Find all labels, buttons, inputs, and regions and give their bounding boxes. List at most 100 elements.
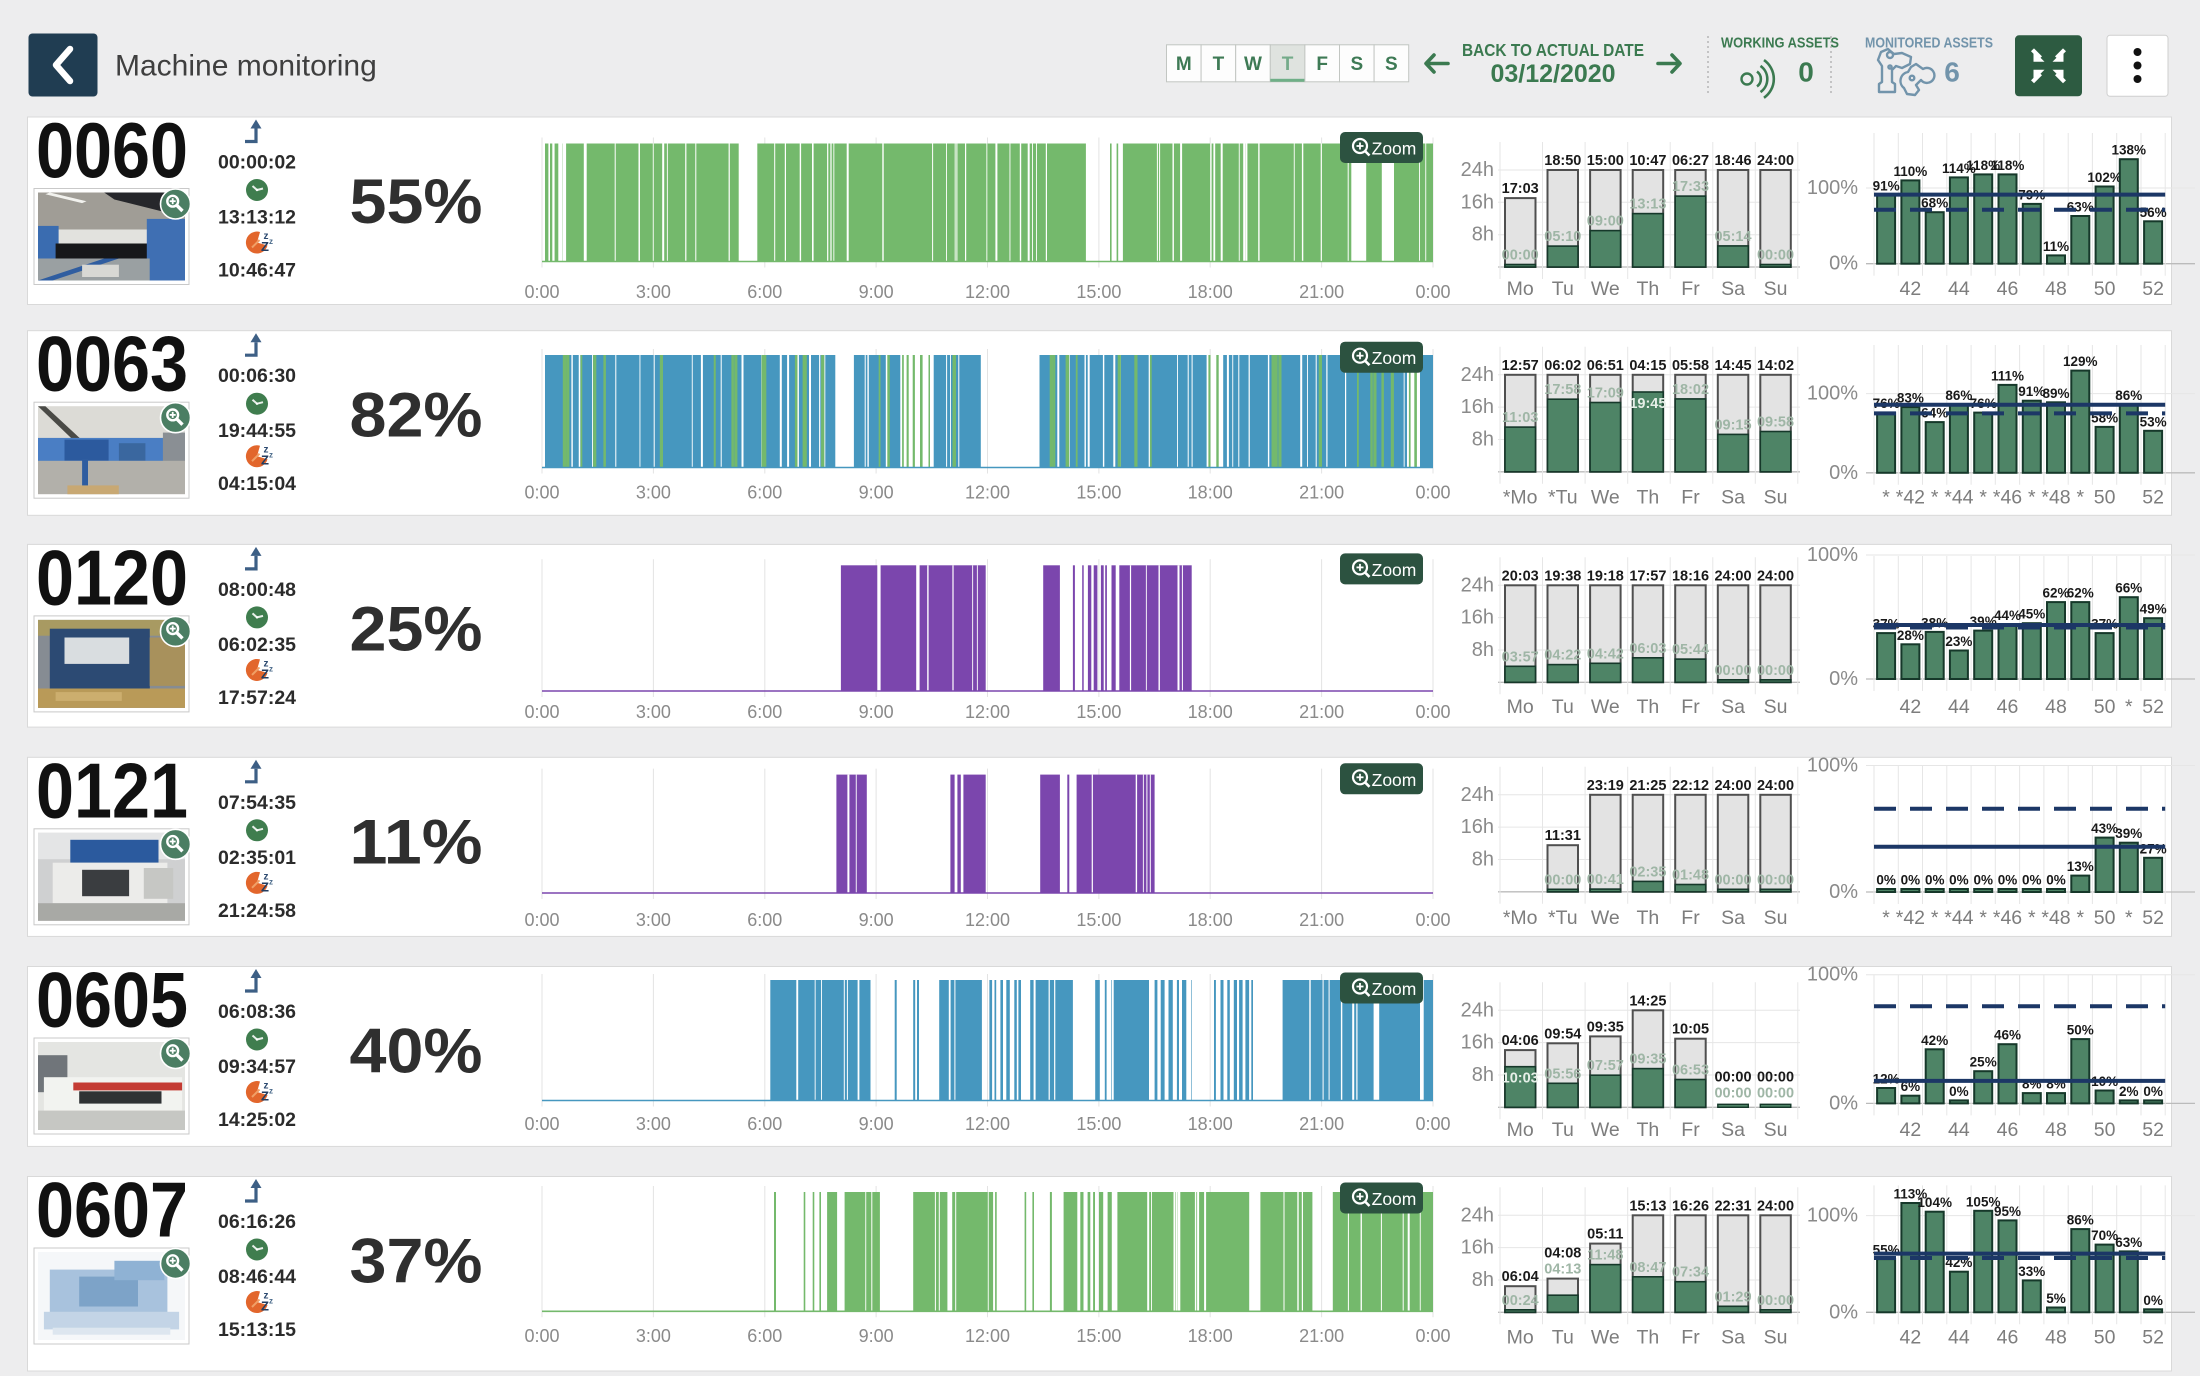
svg-text:17:33: 17:33 — [1672, 179, 1709, 195]
svg-text:15:00: 15:00 — [1076, 282, 1121, 302]
svg-text:42: 42 — [1900, 1119, 1922, 1141]
svg-text:Zoom: Zoom — [1372, 770, 1417, 790]
svg-text:0%: 0% — [1829, 462, 1858, 484]
svg-text:*42: *42 — [1896, 486, 1925, 508]
svg-text:46: 46 — [1997, 278, 2019, 300]
svg-text:S: S — [1385, 54, 1398, 75]
svg-text:Sa: Sa — [1721, 1327, 1745, 1349]
svg-text:04:15:04: 04:15:04 — [218, 473, 296, 495]
svg-text:68%: 68% — [1921, 196, 1948, 211]
svg-text:We: We — [1591, 486, 1620, 508]
svg-text:43%: 43% — [2091, 821, 2118, 836]
svg-text:18:00: 18:00 — [1188, 483, 1233, 503]
svg-text:03/12/2020: 03/12/2020 — [1490, 60, 1615, 88]
svg-text:15:13:15: 15:13:15 — [218, 1319, 296, 1341]
svg-text:*44: *44 — [1944, 907, 1973, 929]
svg-text:24:00: 24:00 — [1757, 1198, 1794, 1214]
svg-text:24:00: 24:00 — [1757, 153, 1794, 169]
svg-text:18:46: 18:46 — [1714, 153, 1751, 169]
svg-text:z: z — [264, 658, 269, 669]
svg-text:129%: 129% — [2063, 354, 2098, 369]
svg-text:44: 44 — [1948, 696, 1970, 718]
svg-text:0%: 0% — [1901, 873, 1921, 888]
svg-text:91%: 91% — [1873, 178, 1900, 193]
svg-text:24h: 24h — [1461, 999, 1494, 1021]
svg-text:13:13: 13:13 — [1629, 197, 1666, 213]
svg-text:Zoom: Zoom — [1372, 139, 1417, 159]
svg-text:12:00: 12:00 — [965, 282, 1010, 302]
svg-text:21:00: 21:00 — [1299, 1326, 1344, 1346]
svg-text:*: * — [2077, 907, 2085, 929]
svg-text:04:13: 04:13 — [1544, 1262, 1581, 1278]
svg-text:z: z — [269, 1297, 273, 1306]
svg-text:0:00: 0:00 — [1415, 483, 1450, 503]
svg-text:Mo: Mo — [1507, 1119, 1534, 1141]
svg-text:8h: 8h — [1472, 849, 1494, 871]
svg-text:0:00: 0:00 — [524, 1326, 559, 1346]
svg-text:05:44: 05:44 — [1672, 642, 1709, 658]
svg-text:05:14: 05:14 — [1714, 229, 1751, 245]
svg-text:0%: 0% — [1949, 1084, 1969, 1099]
svg-text:21:00: 21:00 — [1299, 702, 1344, 722]
svg-text:Zoom: Zoom — [1372, 560, 1417, 580]
svg-text:Fr: Fr — [1681, 1119, 1700, 1141]
svg-text:12:00: 12:00 — [965, 483, 1010, 503]
svg-text:05:10: 05:10 — [1544, 229, 1581, 245]
svg-text:Sa: Sa — [1721, 907, 1745, 929]
svg-text:Fr: Fr — [1681, 486, 1700, 508]
svg-text:44%: 44% — [1994, 608, 2021, 623]
svg-text:48: 48 — [2045, 696, 2067, 718]
svg-text:16h: 16h — [1461, 607, 1494, 629]
svg-text:100%: 100% — [1807, 544, 1858, 566]
svg-text:111%: 111% — [1991, 368, 2024, 383]
svg-text:14:25:02: 14:25:02 — [218, 1109, 296, 1131]
svg-text:11:03: 11:03 — [1502, 410, 1538, 426]
svg-text:21:00: 21:00 — [1299, 910, 1344, 930]
svg-text:52: 52 — [2142, 1119, 2164, 1141]
svg-text:46%: 46% — [1994, 1028, 2021, 1043]
svg-text:19:18: 19:18 — [1587, 568, 1624, 584]
svg-text:0: 0 — [1798, 57, 1814, 88]
svg-text:17:57: 17:57 — [1629, 568, 1666, 584]
svg-text:6: 6 — [1944, 57, 1960, 88]
svg-text:24:00: 24:00 — [1714, 778, 1751, 794]
svg-text:6:00: 6:00 — [747, 282, 782, 302]
svg-text:3:00: 3:00 — [636, 1326, 671, 1346]
svg-text:0%: 0% — [2143, 1293, 2163, 1308]
svg-text:Fr: Fr — [1681, 278, 1700, 300]
svg-text:70%: 70% — [2091, 1228, 2118, 1243]
svg-text:21:24:58: 21:24:58 — [218, 900, 296, 922]
svg-text:*: * — [1979, 907, 1987, 929]
svg-text:100%: 100% — [1807, 964, 1858, 986]
svg-text:50: 50 — [2094, 486, 2116, 508]
svg-text:44: 44 — [1948, 278, 1970, 300]
svg-text:100%: 100% — [1807, 177, 1858, 199]
svg-text:0:00: 0:00 — [1415, 702, 1450, 722]
svg-text:13%: 13% — [2067, 859, 2094, 874]
svg-text:06:03: 06:03 — [1629, 641, 1666, 657]
svg-text:0607: 0607 — [36, 1166, 188, 1254]
svg-text:*: * — [1979, 486, 1987, 508]
svg-text:04:06: 04:06 — [1502, 1033, 1539, 1049]
svg-text:50: 50 — [2094, 1119, 2116, 1141]
svg-text:18:00: 18:00 — [1188, 1114, 1233, 1134]
svg-text:09:35: 09:35 — [1629, 1052, 1666, 1068]
svg-text:17:58: 17:58 — [1544, 382, 1581, 398]
svg-text:F: F — [1316, 54, 1328, 75]
svg-text:86%: 86% — [2067, 1213, 2094, 1228]
svg-text:15:00: 15:00 — [1076, 483, 1121, 503]
svg-text:110%: 110% — [1894, 164, 1928, 179]
svg-text:8h: 8h — [1472, 639, 1494, 661]
svg-text:45%: 45% — [2018, 607, 2045, 622]
svg-text:MONITORED ASSETS: MONITORED ASSETS — [1865, 35, 1993, 52]
svg-text:24:00: 24:00 — [1757, 778, 1794, 794]
svg-text:3:00: 3:00 — [636, 910, 671, 930]
svg-text:*Tu: *Tu — [1548, 907, 1578, 929]
svg-text:02:35: 02:35 — [1629, 864, 1666, 880]
svg-text:25%: 25% — [1970, 1055, 1997, 1070]
svg-text:86%: 86% — [1945, 388, 1972, 403]
svg-text:16h: 16h — [1461, 1237, 1494, 1259]
svg-text:104%: 104% — [1917, 1195, 1952, 1210]
svg-text:0%: 0% — [1973, 873, 1993, 888]
svg-text:11%: 11% — [350, 807, 483, 877]
